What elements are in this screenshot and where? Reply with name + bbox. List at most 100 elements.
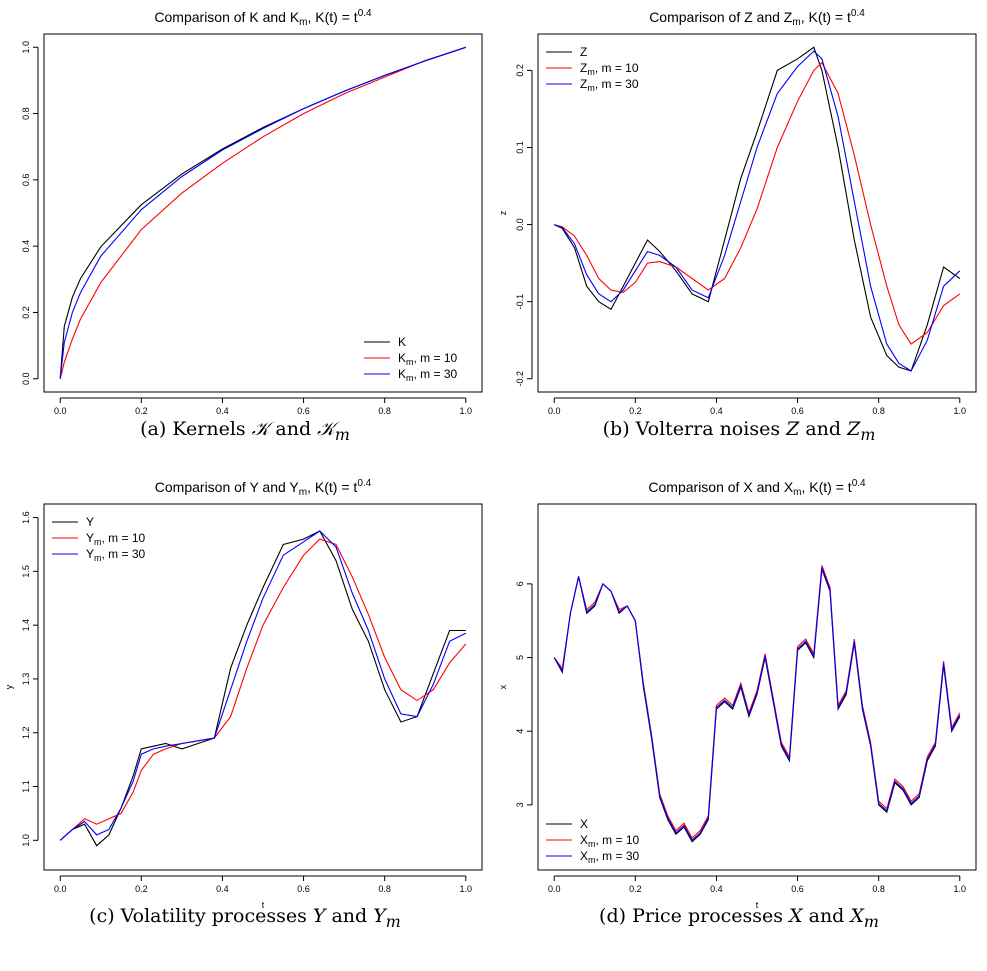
legend-label: Y (86, 531, 94, 545)
chart-price: Comparison of X and Xm, K(t) = t0.40.0 0.… (498, 478, 977, 910)
x-tick-label: 0.2 (135, 884, 148, 894)
legend-sub: m (94, 537, 102, 547)
x-tick-label: 0.8 (872, 406, 885, 416)
y-axis-label: y (4, 684, 14, 689)
caption-subscript: m (863, 911, 879, 931)
x-tick-label: 1.0 (460, 406, 473, 416)
legend-label: Y (86, 515, 94, 529)
title-main: Comparison of K and K (154, 9, 299, 25)
x-tick-label: 0.8 (378, 406, 391, 416)
chart-title: Comparison of X and Xm, K(t) = t0.4 (648, 478, 866, 498)
legend-tail: , m = 30 (102, 547, 146, 561)
caption-text: (d) Price processes (599, 905, 790, 927)
legend-entry: Y (86, 515, 94, 529)
title-sup: 0.4 (358, 8, 372, 19)
title-tail: , K(t) = t (801, 9, 851, 25)
chart-title: Comparison of K and Km, K(t) = t0.4 (154, 8, 372, 28)
caption-subscript: m (334, 424, 350, 444)
chart-title: Comparison of Z and Zm, K(t) = t0.4 (649, 8, 865, 28)
legend-entry: X (580, 817, 588, 831)
legend-tail: , m = 30 (414, 367, 458, 381)
x-axis-label: t (756, 900, 759, 910)
caption-text: (a) Kernels (140, 418, 252, 440)
legend-tail: , m = 30 (596, 849, 640, 863)
caption-b: (b) Volterra noises Z and Zm (494, 418, 984, 444)
title-main: Comparison of Y and Y (155, 479, 300, 495)
legend-entry: K (398, 335, 406, 349)
y-tick-label: 1.6 (21, 511, 31, 524)
caption-symbol: Y (312, 905, 326, 927)
caption-symbol: 𝒦 (317, 418, 335, 440)
x-axis-label: t (262, 900, 265, 910)
title-tail: , K(t) = t (802, 479, 852, 495)
y-tick-label: 4 (515, 729, 525, 734)
caption-c: (c) Volatility processes Y and Ym (0, 905, 490, 931)
x-tick-label: 0.2 (135, 406, 148, 416)
x-tick-label: 0.4 (216, 406, 229, 416)
caption-symbol: X (789, 905, 803, 927)
caption-subscript: m (860, 424, 876, 444)
legend-label: X (580, 817, 588, 831)
caption-text: and (269, 418, 318, 440)
caption-text: (b) Volterra noises (602, 418, 787, 440)
caption-symbol: 𝒦 (251, 418, 270, 440)
y-tick-label: 1.5 (21, 565, 31, 578)
x-tick-label: 1.0 (954, 884, 967, 894)
series-m10 (59, 538, 467, 841)
legend-label: Y (86, 547, 94, 561)
title-sub: m (299, 487, 307, 498)
series-m10 (59, 46, 466, 379)
legend-sub: m (588, 855, 596, 865)
legend-entry: Z (580, 45, 587, 59)
x-tick-label: 0.2 (629, 406, 642, 416)
y-tick-label: 1.4 (21, 619, 31, 632)
title-sub: m (299, 17, 307, 28)
title-main: Comparison of X and X (648, 479, 793, 495)
title-tail: , K(t) = t (307, 479, 357, 495)
legend-label: Z (580, 77, 587, 91)
title-sup: 0.4 (852, 478, 866, 489)
legend-tail: , m = 30 (595, 77, 639, 91)
y-tick-label: -0.1 (515, 294, 525, 310)
caption-text: and (802, 905, 851, 927)
series-m30 (554, 50, 961, 372)
x-tick-label: 0.4 (710, 884, 723, 894)
caption-symbol: Z (786, 418, 800, 440)
y-tick-label: 1.2 (21, 726, 31, 739)
legend-label: X (580, 849, 588, 863)
legend-label: K (398, 367, 406, 381)
chart-kernels: Comparison of K and Km, K(t) = t0.40.0 0.… (21, 8, 483, 416)
x-tick-label: 0.4 (216, 884, 229, 894)
series-m30 (553, 567, 961, 842)
title-main: Comparison of Z and Z (649, 9, 793, 25)
legend-sub: m (406, 373, 414, 383)
legend-sub: m (406, 357, 414, 367)
x-tick-label: 0.8 (378, 884, 391, 894)
x-tick-label: 0.0 (548, 406, 561, 416)
y-tick-label: 0.0 (21, 372, 31, 385)
legend-entry: Km, m = 10 (398, 351, 458, 367)
caption-subscript: m (385, 911, 401, 931)
title-sub: m (792, 17, 800, 28)
panel-a: Comparison of K and Km, K(t) = t0.4 0.0 0.… (0, 0, 490, 460)
chart-volatility: Comparison of Y and Ym, K(t) = t0.40.0 0.… (4, 478, 483, 910)
x-tick-label: 0.2 (629, 884, 642, 894)
chart-title: Comparison of Y and Ym, K(t) = t0.4 (155, 478, 372, 498)
series-exact (59, 46, 466, 379)
y-tick-label: 1.0 (21, 834, 31, 847)
y-axis-label: z (498, 210, 508, 215)
legend-entry: Zm, m = 30 (580, 77, 639, 93)
title-tail: , K(t) = t (308, 9, 358, 25)
series-m30 (59, 530, 467, 841)
legend-sub: m (94, 553, 102, 563)
y-tick-label: 0.2 (515, 64, 525, 77)
x-tick-label: 0.6 (791, 884, 804, 894)
y-tick-label: 5 (515, 655, 525, 660)
legend-tail: , m = 10 (102, 531, 146, 545)
y-tick-label: 0.2 (21, 306, 31, 319)
y-tick-label: 0.1 (515, 141, 525, 154)
x-tick-label: 1.0 (460, 884, 473, 894)
